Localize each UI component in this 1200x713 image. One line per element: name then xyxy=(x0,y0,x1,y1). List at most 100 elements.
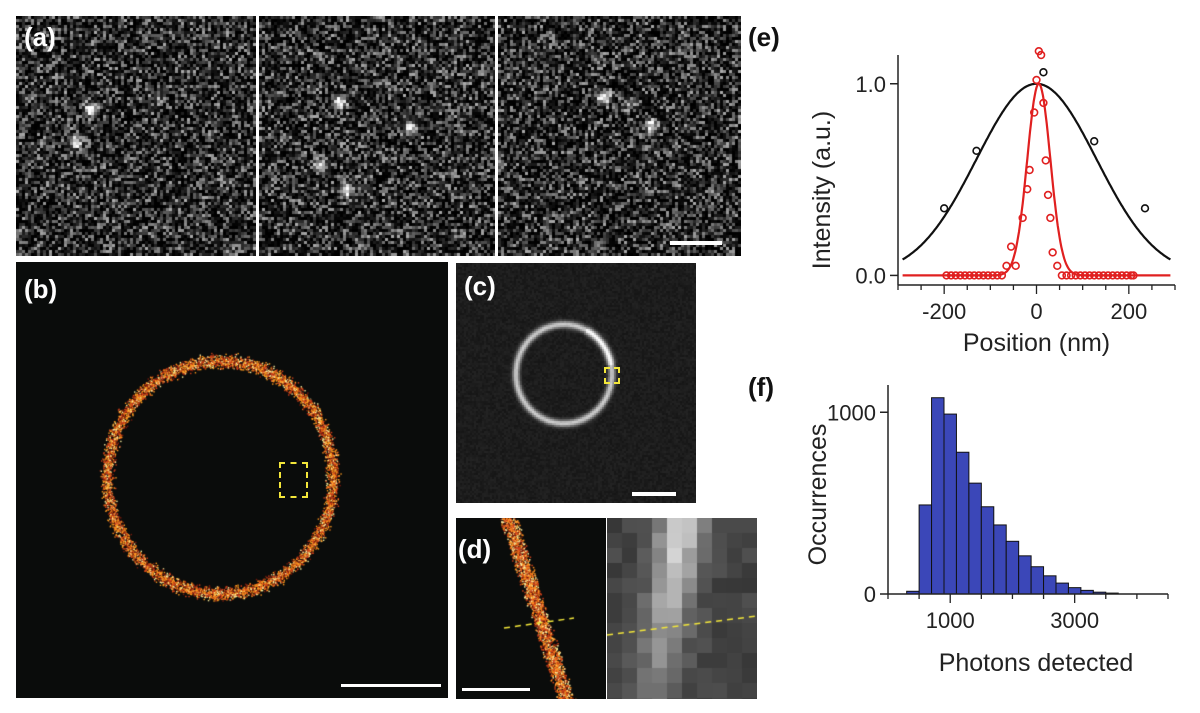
data-point xyxy=(1032,75,1041,85)
data-point xyxy=(1085,271,1094,280)
widefield-ring xyxy=(456,263,696,503)
zoomed-super-resolution xyxy=(456,518,606,699)
zoomed-widefield xyxy=(607,518,757,699)
data-point xyxy=(1002,261,1011,271)
y-tick-label: 1000 xyxy=(827,400,876,425)
x-tick-label: 3000 xyxy=(1050,608,1099,633)
histogram-bar xyxy=(1005,540,1020,595)
data-point xyxy=(988,271,997,280)
data-point xyxy=(1099,271,1108,280)
data-point xyxy=(1090,271,1099,280)
data-point xyxy=(1117,271,1127,280)
scale-bar xyxy=(462,688,530,691)
data-point xyxy=(1090,137,1099,146)
y-tick-label: 0 xyxy=(864,582,876,607)
panel-label-e: (e) xyxy=(748,22,780,52)
histogram-bar xyxy=(943,413,957,595)
data-point xyxy=(1076,271,1085,280)
frame-image xyxy=(16,16,256,256)
data-point xyxy=(993,271,1002,280)
data-point xyxy=(1071,271,1080,280)
data-point xyxy=(983,271,993,280)
histogram-bar xyxy=(980,506,995,595)
x-tick-label: 1000 xyxy=(926,608,975,633)
panel-b: (b) xyxy=(16,262,448,698)
panel-c: (c) xyxy=(456,263,696,503)
histogram-bar xyxy=(1043,575,1057,595)
data-point xyxy=(1039,68,1048,77)
y-axis-label: Intensity (a.u.) xyxy=(808,111,836,269)
data-point xyxy=(1018,213,1027,223)
y-tick-label: 0.0 xyxy=(855,263,886,288)
histogram-bar xyxy=(1067,587,1082,595)
panel-a-frame-1: (a) xyxy=(16,16,256,256)
histogram-bar xyxy=(1055,582,1069,595)
panel-d-left: (d) xyxy=(456,518,606,699)
data-point xyxy=(1053,261,1062,271)
data-point xyxy=(1039,98,1048,108)
data-point xyxy=(1036,50,1046,60)
panel-a-frame-2 xyxy=(259,16,495,256)
histogram-bar xyxy=(1030,566,1045,595)
data-point xyxy=(946,271,956,280)
histogram-bar xyxy=(918,504,933,595)
histogram-bar xyxy=(968,482,982,595)
data-point xyxy=(1108,271,1117,280)
data-point xyxy=(979,271,988,280)
data-point xyxy=(951,271,960,280)
data-point xyxy=(1041,156,1050,165)
data-point xyxy=(1129,271,1138,280)
data-point xyxy=(965,271,974,280)
panel-label-c: (c) xyxy=(464,271,496,301)
data-point xyxy=(960,271,970,280)
data-point xyxy=(1046,213,1055,223)
histogram-bar xyxy=(993,524,1007,595)
panel-d-right xyxy=(607,518,757,699)
data-point xyxy=(1140,204,1150,213)
x-tick-label: -200 xyxy=(922,299,966,324)
data-point xyxy=(1029,108,1039,117)
fit-curve xyxy=(902,82,1171,277)
panel-a-frame-3 xyxy=(498,16,741,256)
panel-label-a: (a) xyxy=(24,22,56,52)
roi-box xyxy=(279,462,308,498)
panel-label-f: (f) xyxy=(748,372,774,402)
x-axis-label: Photons detected xyxy=(939,649,1134,677)
data-point xyxy=(1066,271,1076,280)
data-point xyxy=(1113,271,1122,280)
data-point xyxy=(1094,271,1104,280)
data-point xyxy=(1011,261,1020,271)
scale-bar xyxy=(341,684,441,687)
super-resolution-ring xyxy=(16,262,448,698)
panel-label-b: (b) xyxy=(24,274,58,304)
data-point xyxy=(1062,271,1071,280)
data-point xyxy=(956,271,965,280)
scale-bar xyxy=(670,241,722,245)
scale-bar xyxy=(632,492,676,496)
frame-image xyxy=(498,16,741,256)
data-point xyxy=(974,271,983,280)
data-point xyxy=(997,271,1007,280)
data-point xyxy=(942,271,951,280)
data-point xyxy=(1048,248,1057,257)
roi-box xyxy=(604,367,620,384)
data-point xyxy=(939,204,949,213)
histogram-bar xyxy=(1018,555,1032,595)
data-point xyxy=(1006,242,1016,251)
data-point xyxy=(1023,184,1032,194)
data-point xyxy=(1025,165,1034,175)
data-point xyxy=(1080,271,1090,280)
histogram-bar xyxy=(955,451,970,595)
frame-image xyxy=(259,16,495,256)
histogram-bar xyxy=(931,397,945,595)
data-point xyxy=(1103,271,1113,280)
x-axis-label: Position (nm) xyxy=(963,329,1110,357)
x-tick-label: 0 xyxy=(1030,299,1042,324)
data-point xyxy=(972,146,981,156)
x-tick-label: 200 xyxy=(1110,299,1147,324)
data-point xyxy=(1057,271,1067,280)
data-point xyxy=(969,271,979,280)
photon-histogram-chart: 0 1000 1000 3000 Photons detected Occurrences xyxy=(804,385,1169,677)
panel-label-d: (d) xyxy=(458,534,492,564)
